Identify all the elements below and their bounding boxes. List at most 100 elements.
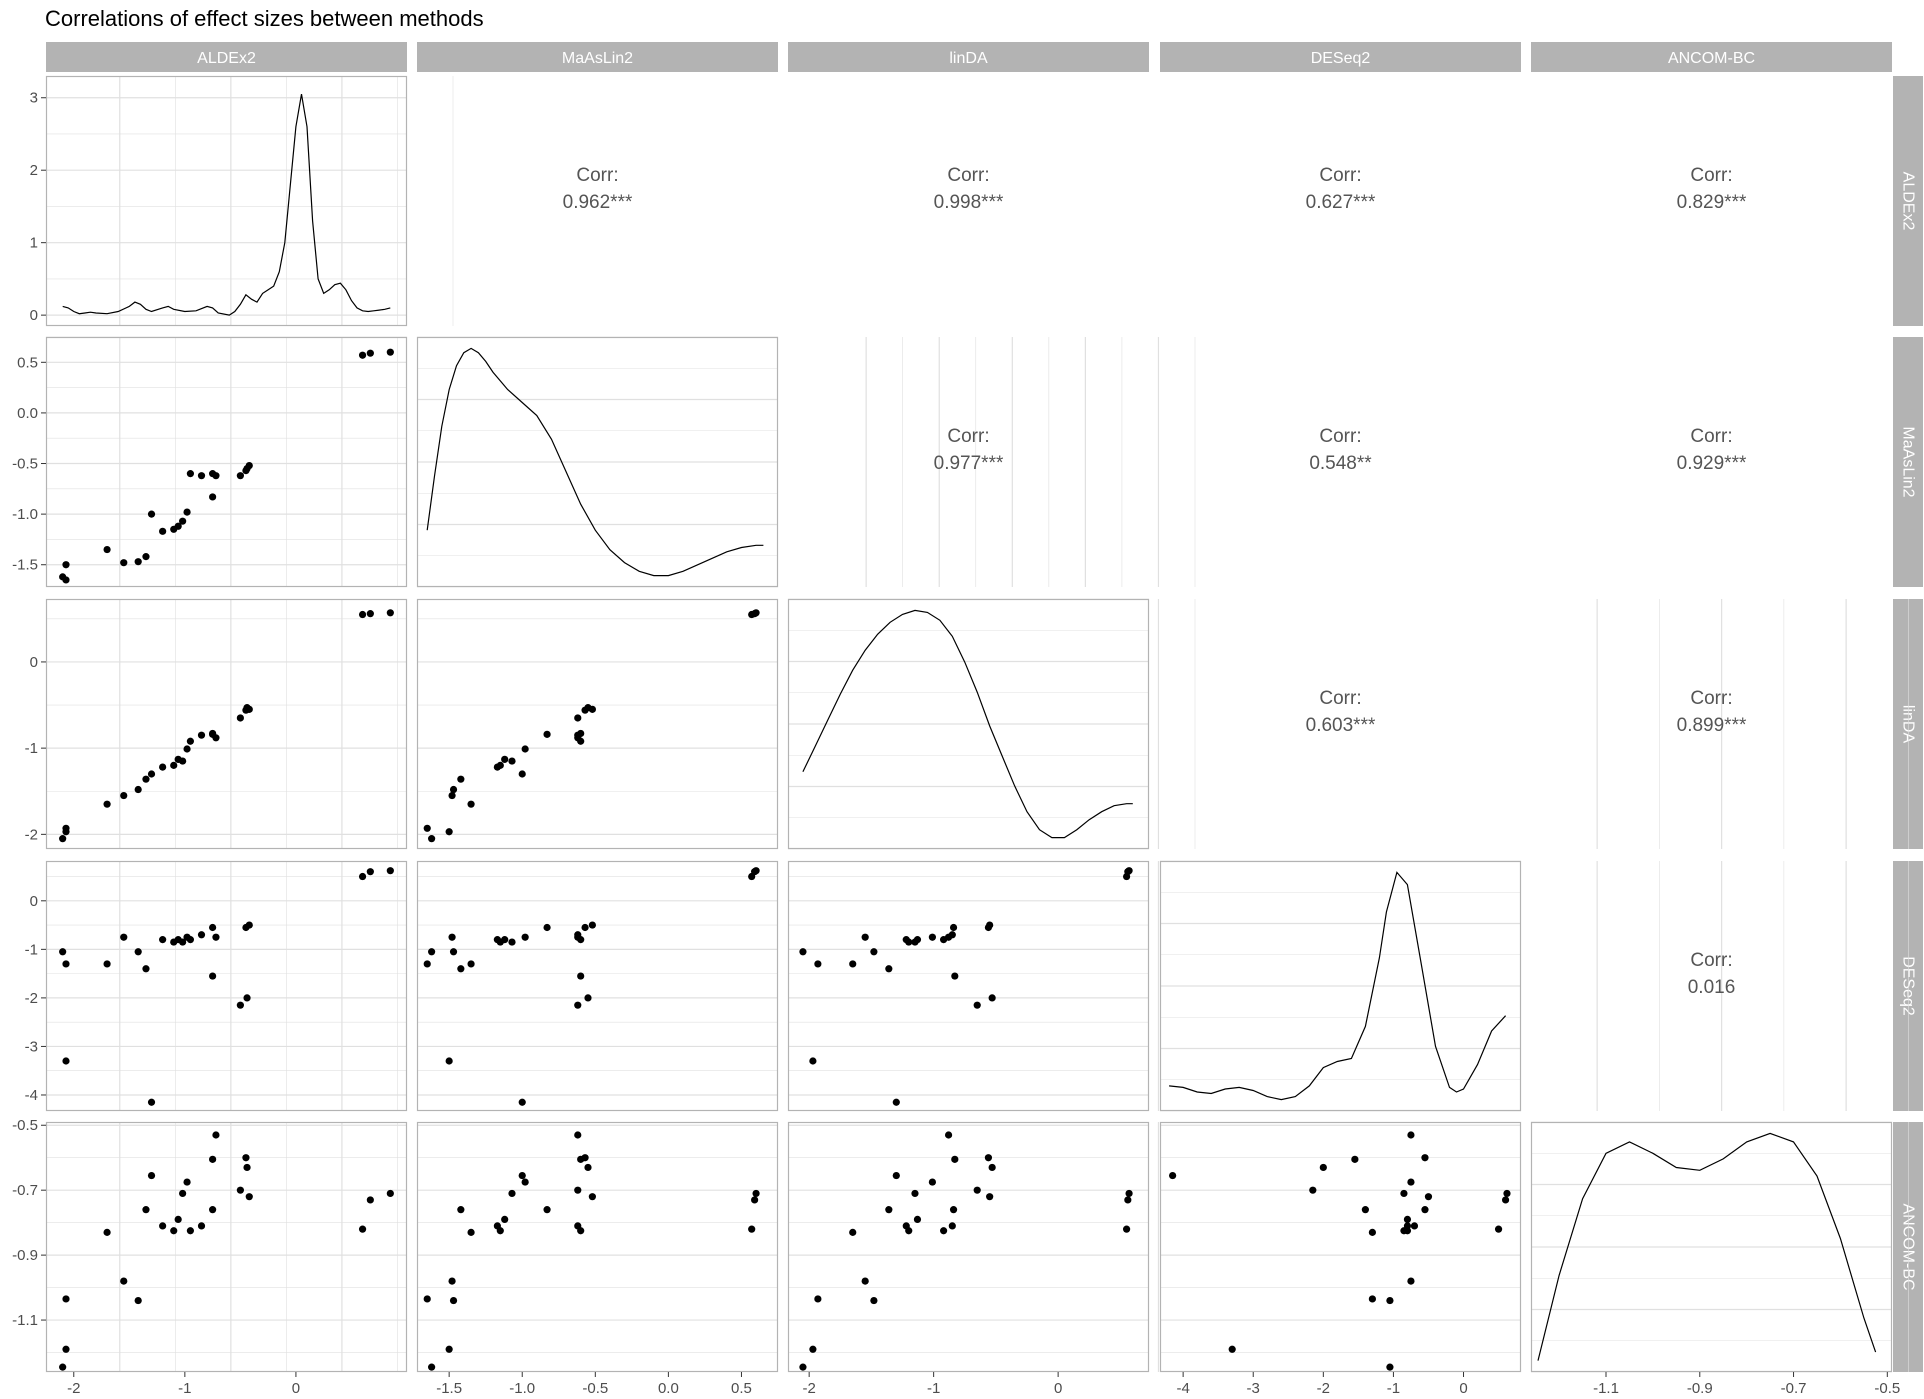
scatter-point <box>170 1227 178 1235</box>
scatter-point <box>467 1228 475 1236</box>
scatter-point <box>147 510 156 518</box>
strip-right-maaslin2: MaAsLin2 <box>1893 337 1923 587</box>
scatter-point <box>103 960 111 968</box>
x-tick-label: 0.5 <box>731 1380 752 1397</box>
scatter-point <box>574 1131 582 1139</box>
scatter-point <box>448 791 456 800</box>
x-axis-deseq2: -4 -3 -2 -1 0 <box>1176 1372 1468 1397</box>
x-tick-label: -1 <box>1387 1380 1400 1397</box>
corr-cell-aldex2-maaslin2: Corr: 0.962*** <box>563 165 633 213</box>
scatter-point <box>445 1345 453 1353</box>
scatter-point <box>501 755 509 763</box>
corr-value: 0.548** <box>1309 453 1372 474</box>
scatter-point <box>496 1227 504 1235</box>
corr-cell-deseq2-ancom-bc: Corr: 0.016 <box>1688 950 1736 998</box>
corr-value: 0.016 <box>1688 977 1736 998</box>
scatter-point <box>518 1098 526 1106</box>
y-tick-label: -0.5 <box>12 456 38 473</box>
scatter-point <box>588 1193 596 1201</box>
scatter-point <box>949 923 958 932</box>
scatter-point <box>147 1098 156 1106</box>
scatter-point <box>245 705 253 713</box>
scatter-point <box>174 522 182 530</box>
corr-value: 0.829*** <box>1677 192 1747 213</box>
scatter-point <box>905 1227 913 1235</box>
scatter-point <box>973 1001 981 1009</box>
scatter-point <box>508 1189 516 1198</box>
scatter-point <box>809 1345 817 1353</box>
scatter-point <box>870 948 878 956</box>
corr-cell-maaslin2-ancom-bc: Corr: 0.929*** <box>1677 426 1747 474</box>
scatter-point <box>236 472 244 480</box>
scatter-point <box>62 1057 70 1065</box>
scatter-point <box>1386 1363 1394 1371</box>
scatter-point <box>986 1193 994 1201</box>
scatter-point <box>62 828 70 836</box>
y-axis-linda: -2 -1 0 <box>25 654 46 843</box>
chart-title: Correlations of effect sizes between met… <box>45 6 484 31</box>
scatter-point <box>449 1296 458 1305</box>
strip-right-label: ANCOM-BC <box>1900 1203 1917 1290</box>
y-tick-label: -0.5 <box>12 1117 38 1134</box>
scatter-point <box>428 948 436 956</box>
scatter-point <box>944 1131 953 1139</box>
scatter-point <box>1503 1189 1511 1198</box>
scatter-point <box>242 1154 250 1162</box>
scatter-point <box>59 835 67 843</box>
corr-value: 0.929*** <box>1677 453 1747 474</box>
corr-label: Corr: <box>1690 426 1732 447</box>
scatter-point <box>752 867 760 875</box>
scatter-panel-maaslin2-aldex2 <box>45 336 454 588</box>
scatter-point <box>428 1363 436 1371</box>
scatter-point <box>892 1098 900 1106</box>
scatter-point <box>423 824 431 832</box>
y-tick-label: 1 <box>30 235 38 252</box>
scatter-point <box>174 1215 182 1224</box>
scatter-point <box>984 1154 993 1162</box>
x-tick-label: -2 <box>1317 1380 1330 1397</box>
scatter-point <box>209 972 217 980</box>
x-tick-label: -2 <box>802 1380 815 1397</box>
strip-right-aldex2: ALDEx2 <box>1893 76 1923 326</box>
scatter-point <box>584 994 592 1002</box>
scatter-point <box>62 1295 70 1303</box>
scatter-point <box>179 517 187 525</box>
corr-value: 0.627*** <box>1306 192 1376 213</box>
density-line-aldex2 <box>62 93 391 316</box>
y-tick-label: 3 <box>30 90 38 107</box>
strip-top-label: linDA <box>949 50 988 67</box>
scatter-point <box>1351 1155 1359 1163</box>
scatter-point <box>358 1225 367 1233</box>
x-tick-label: -0.5 <box>1874 1380 1900 1397</box>
scatter-point <box>986 921 994 929</box>
scatter-panel-deseq2-maaslin2 <box>416 860 1196 1112</box>
scatter-point <box>1386 1296 1394 1305</box>
scatter-point <box>449 948 458 956</box>
scatter-point <box>543 923 551 932</box>
scatter-point <box>751 1196 759 1204</box>
scatter-point <box>366 349 374 357</box>
y-axis-deseq2: -4 -3 -2 -1 0 <box>25 893 46 1104</box>
scatter-point <box>134 948 142 956</box>
scatter-point <box>386 609 394 617</box>
y-tick-label: -2 <box>25 826 38 843</box>
scatter-point <box>209 1206 217 1214</box>
x-axis-linda: -2 -1 0 <box>802 1372 1062 1397</box>
y-tick-label: -3 <box>25 1038 38 1055</box>
corr-value: 0.998*** <box>934 192 1004 213</box>
corr-cell-linda-deseq2: Corr: 0.603*** <box>1306 688 1376 736</box>
scatter-point <box>1125 1189 1133 1198</box>
y-tick-label: -0.7 <box>12 1182 38 1199</box>
corr-cell-maaslin2-linda: Corr: 0.977*** <box>934 426 1004 474</box>
x-tick-label: -1 <box>178 1380 191 1397</box>
scatter-point <box>951 972 959 980</box>
scatter-point <box>521 745 529 753</box>
scatter-point <box>386 1189 394 1198</box>
y-tick-label: -1.0 <box>12 506 38 523</box>
corr-label: Corr: <box>1319 688 1361 709</box>
scatter-point <box>577 972 585 980</box>
scatter-point <box>581 923 589 932</box>
scatter-point <box>449 785 458 794</box>
scatter-point <box>197 472 206 480</box>
